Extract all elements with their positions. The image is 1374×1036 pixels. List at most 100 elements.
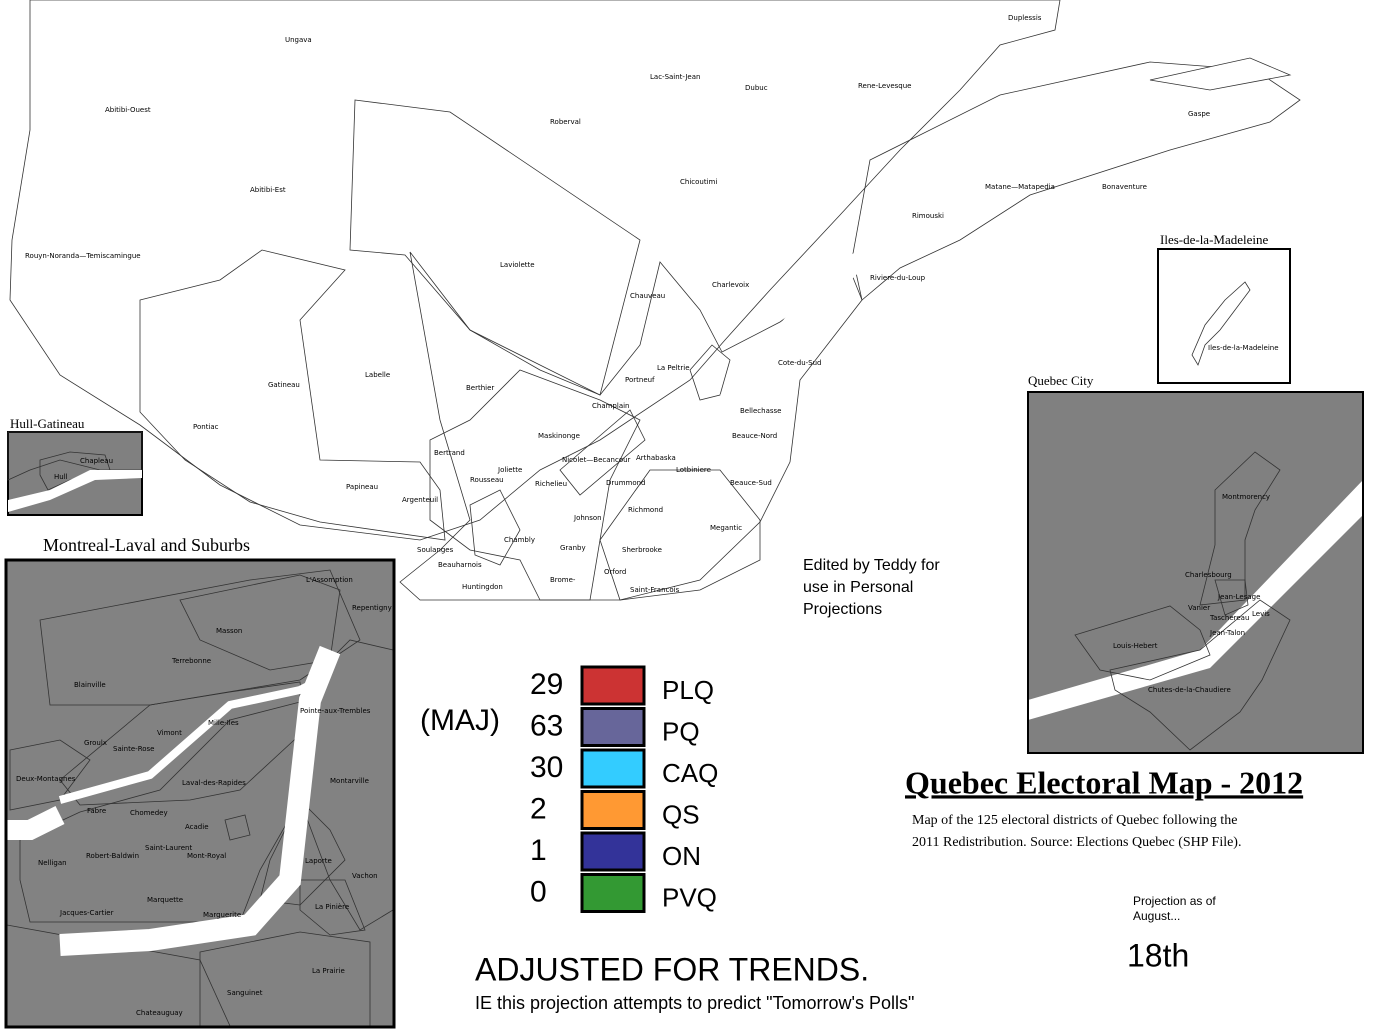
district-label: Nelligan <box>38 859 67 867</box>
majority-label: (MAJ) <box>420 704 500 737</box>
region <box>224 814 251 841</box>
district-label: Marquette <box>147 896 183 904</box>
district-label: Acadie <box>185 823 209 831</box>
district-label: Chutes-de-la-Chaudiere <box>1148 686 1231 694</box>
legend-party: QS <box>662 799 700 829</box>
legend-seats: 30 <box>530 751 563 784</box>
projection-label: August... <box>1133 909 1180 923</box>
district-label: Drummond <box>606 479 646 487</box>
district-label: Ungava <box>285 36 312 44</box>
district-label: Sherbrooke <box>622 546 662 554</box>
district-label: Labelle <box>365 371 390 379</box>
projection-label: Projection as of <box>1133 894 1216 908</box>
district-label: Bertrand <box>434 449 465 457</box>
district-label: Abitibi-Ouest <box>105 106 151 114</box>
district-label: L'Assomption <box>306 576 353 584</box>
footer-note: IE this projection attempts to predict "… <box>475 993 914 1013</box>
district-label: Beauce-Sud <box>730 479 772 487</box>
district-label: Charlevoix <box>712 281 749 289</box>
district-label: Argenteuil <box>402 496 438 504</box>
legend-swatch <box>580 748 646 789</box>
region <box>349 99 641 396</box>
legend-seats: 63 <box>530 709 563 742</box>
district-label: Dubuc <box>745 84 768 92</box>
legend-seats: 2 <box>530 792 547 825</box>
region <box>19 701 301 923</box>
district-label: Mille-Iles <box>208 719 239 727</box>
district-label: Megantic <box>710 524 742 532</box>
district-label: Papineau <box>346 483 378 491</box>
map-title: Quebec Electoral Map - 2012 <box>905 764 1303 800</box>
district-label: Johnson <box>573 514 602 522</box>
district-label: Taschereau <box>1209 614 1249 622</box>
district-label: Riviere-du-Loup <box>870 274 926 282</box>
island <box>1191 281 1251 366</box>
inset-frame <box>1027 391 1364 754</box>
inset-title: Quebec City <box>1028 373 1094 388</box>
region <box>9 0 1061 541</box>
district-label: Soulanges <box>417 546 454 554</box>
main-map <box>9 0 1301 601</box>
district-label: Cote-du-Sud <box>778 359 821 367</box>
district-label: Arthabaska <box>636 454 676 462</box>
river <box>7 806 65 840</box>
district-label: Jean-Talon <box>1209 629 1245 637</box>
district-label: Champlain <box>592 402 630 410</box>
region <box>599 469 761 601</box>
montreal-map <box>6 569 394 1027</box>
region <box>9 739 91 811</box>
inset-frame <box>1157 248 1291 384</box>
district-label: Saint-Francois <box>630 586 680 594</box>
region <box>1074 605 1211 681</box>
district-label: Chateauguay <box>136 1009 183 1017</box>
region <box>1109 599 1291 751</box>
district-label: Huntingdon <box>462 583 503 591</box>
district-label: Hull <box>54 473 68 481</box>
credit: Projections <box>803 601 882 618</box>
district-label: Bonaventure <box>1102 183 1147 191</box>
district-label: Berthier <box>466 384 494 392</box>
district-label: Jean-Lesage <box>1217 593 1260 601</box>
district-label: Duplessis <box>1008 14 1042 22</box>
district-label: Masson <box>216 627 242 635</box>
district-label: Joliette <box>497 466 522 474</box>
region <box>199 931 371 1027</box>
district-label: Mont-Royal <box>187 852 226 860</box>
district-label: Orford <box>604 568 626 576</box>
district-label: Pontiac <box>193 423 219 431</box>
district-label: Chapleau <box>80 457 113 465</box>
district-label: Robert-Baldwin <box>86 852 139 860</box>
district-label: Montarville <box>330 777 369 785</box>
legend-swatch <box>580 665 646 706</box>
district-label: Terrebonne <box>171 657 211 665</box>
projection-date: 18th <box>1127 937 1189 973</box>
district-label: Deux-Montagnes <box>16 775 76 783</box>
district-label: Fabre <box>87 807 106 815</box>
inset-frame <box>4 558 396 1029</box>
legend-swatch <box>580 707 646 747</box>
district-label: La Peltrie <box>657 364 690 372</box>
river <box>59 645 341 956</box>
district-label: Repentigny <box>352 604 392 612</box>
district-label: Levis <box>1252 610 1270 618</box>
district-label: Richmond <box>628 506 663 514</box>
district-label: Nicolet—Becancour <box>562 456 631 464</box>
district-label: Vimont <box>157 729 182 737</box>
district-label: Gatineau <box>268 381 300 389</box>
district-label: Sainte-Rose <box>113 745 154 753</box>
legend-party: ON <box>662 841 701 871</box>
river <box>1028 480 1363 720</box>
district-labels: Ungava Duplessis Lac-Saint-Jean Dubuc Rene-L… <box>16 14 1279 1017</box>
district-label: Pointe-aux-Trembles <box>300 707 371 715</box>
district-label: Beauce-Nord <box>732 432 777 440</box>
district-label: Iles-de-la-Madeleine <box>1208 344 1279 352</box>
district-label: Rouyn-Noranda—Temiscamingue <box>25 252 141 260</box>
district-label: Portneuf <box>625 376 655 384</box>
district-label: Marguerite <box>203 911 241 919</box>
district-label: Richelieu <box>535 480 567 488</box>
legend-swatch <box>580 873 646 913</box>
region <box>559 409 646 496</box>
legend-party: CAQ <box>662 758 718 788</box>
district-label: Gaspe <box>1188 110 1210 118</box>
